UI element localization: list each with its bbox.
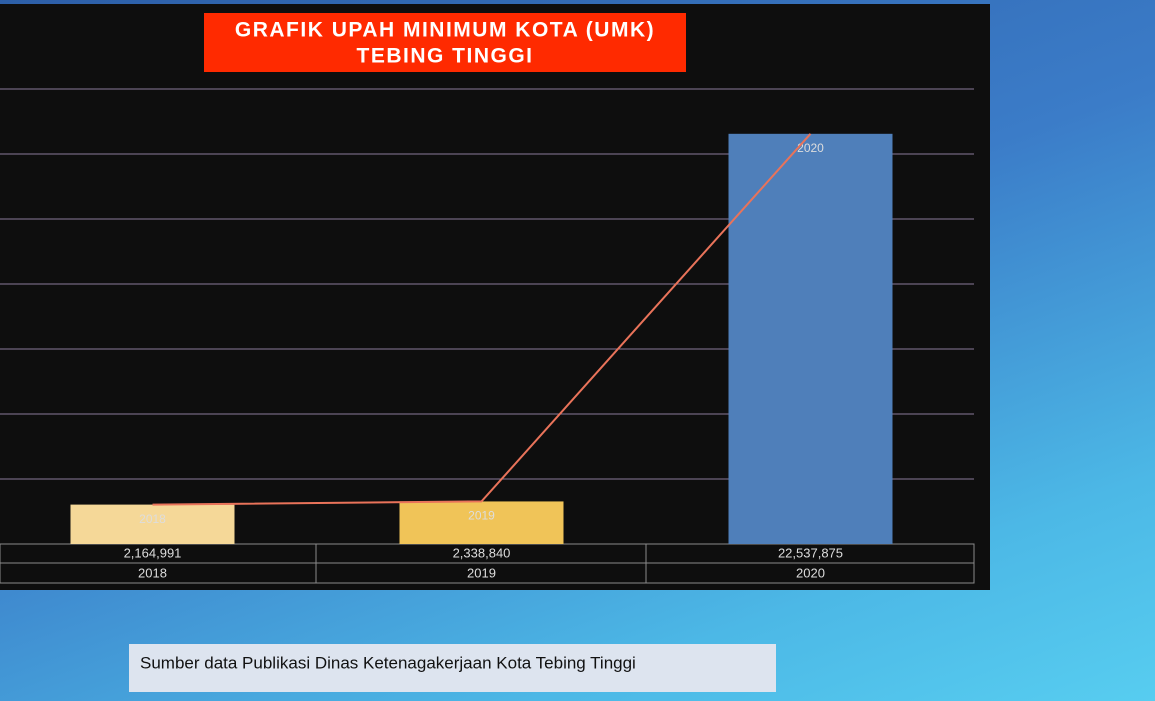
title-box [204, 13, 686, 72]
bar [399, 501, 564, 544]
value-label: 22,537,875 [778, 545, 843, 560]
chart-title: GRAFIK UPAH MINIMUM KOTA (UMK) [235, 19, 655, 42]
trend-line [152, 133, 812, 506]
chart-title: TEBING TINGGI [357, 45, 534, 68]
source-box [129, 644, 776, 692]
source-note: Sumber data Publikasi Dinas Ketenagakerj… [140, 653, 636, 672]
x-tick-label: 2018 [138, 565, 167, 580]
bar-label: 2019 [468, 509, 495, 523]
bar-label: 2018 [139, 512, 166, 526]
value-label: 2,338,840 [453, 545, 511, 560]
value-label: 2,164,991 [124, 545, 182, 560]
x-tick-label: 2019 [467, 565, 496, 580]
bar-label: 2020 [797, 141, 824, 155]
bar [728, 133, 893, 544]
bar [70, 504, 235, 544]
x-tick-label: 2020 [796, 565, 825, 580]
